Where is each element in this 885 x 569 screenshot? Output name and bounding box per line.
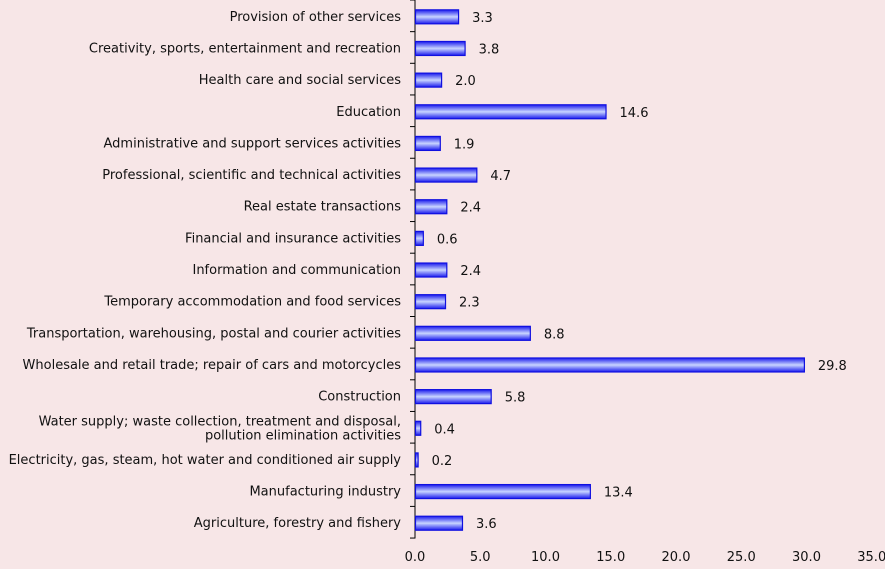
category-label: Agriculture, forestry and fishery — [194, 516, 402, 531]
category-label: Creativity, sports, entertainment and re… — [89, 41, 401, 56]
data-label: 4.7 — [490, 169, 511, 184]
data-label: 2.4 — [460, 264, 481, 279]
data-label: 0.2 — [432, 454, 453, 469]
data-label: 2.4 — [460, 201, 481, 216]
x-tick-label: 15.0 — [596, 550, 625, 565]
category-label: Health care and social services — [199, 73, 401, 88]
category-label: Transportation, warehousing, postal and … — [26, 326, 401, 341]
category-label: Professional, scientific and technical a… — [102, 168, 401, 183]
data-label: 14.6 — [620, 106, 649, 121]
x-tick-label: 10.0 — [531, 550, 560, 565]
bar — [414, 515, 464, 531]
data-label: 13.4 — [604, 486, 633, 501]
bar — [414, 262, 448, 278]
data-label: 3.8 — [479, 42, 500, 57]
x-tick-label: 35.0 — [857, 550, 885, 565]
category-label: Education — [336, 105, 401, 120]
category-label: Temporary accommodation and food service… — [103, 295, 401, 310]
bar — [414, 199, 448, 215]
bar — [414, 452, 419, 468]
x-tick-label: 5.0 — [470, 550, 491, 565]
bar — [414, 104, 607, 120]
bar — [414, 357, 805, 373]
category-label: Provision of other services — [230, 10, 402, 25]
data-label: 2.3 — [459, 296, 480, 311]
category-label: Construction — [318, 390, 401, 405]
data-label: 0.4 — [434, 422, 455, 437]
x-tick-label: 30.0 — [792, 550, 821, 565]
category-label: Manufacturing industry — [249, 485, 401, 500]
data-label: 5.8 — [505, 391, 526, 406]
bar — [414, 135, 441, 152]
category-label: Real estate transactions — [244, 200, 402, 215]
category-label: Financial and insurance activities — [185, 231, 401, 246]
data-label: 1.9 — [454, 137, 475, 152]
bar — [414, 72, 443, 88]
bar — [414, 230, 424, 246]
bar — [414, 483, 591, 500]
category-label: Information and communication — [192, 263, 401, 278]
bar — [414, 389, 492, 405]
x-tick-label: 20.0 — [662, 550, 691, 565]
category-label: Water supply; waste collection, treatmen… — [39, 414, 401, 429]
category-label: Electricity, gas, steam, hot water and c… — [9, 453, 402, 468]
data-label: 2.0 — [455, 74, 476, 89]
category-label: Administrative and support services acti… — [104, 136, 402, 151]
category-label: pollution elimination activities — [205, 428, 401, 443]
category-label: Wholesale and retail trade; repair of ca… — [23, 358, 402, 373]
bar — [414, 40, 466, 57]
data-label: 29.8 — [818, 359, 847, 374]
bar — [414, 325, 531, 341]
x-tick-label: 25.0 — [727, 550, 756, 565]
data-label: 3.6 — [476, 517, 497, 532]
data-label: 0.6 — [437, 232, 458, 247]
data-label: 3.3 — [472, 11, 493, 26]
x-tick-label: 0.0 — [405, 550, 426, 565]
bar — [414, 167, 478, 183]
bar — [414, 294, 447, 310]
bar — [414, 420, 422, 436]
data-label: 8.8 — [544, 327, 565, 342]
bar — [414, 9, 460, 25]
